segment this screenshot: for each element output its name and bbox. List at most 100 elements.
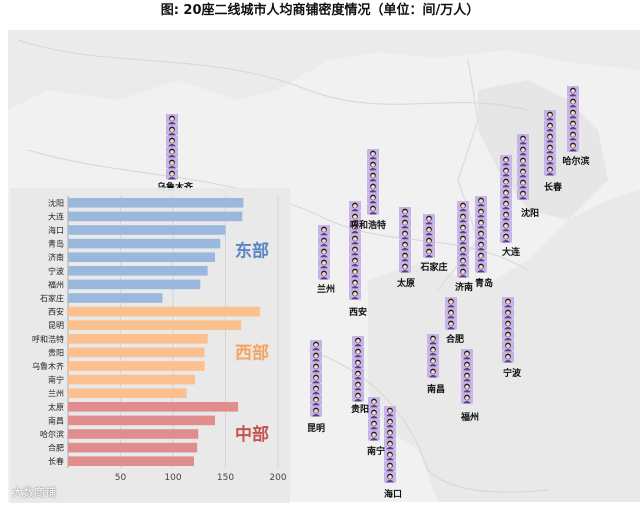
pictogram-columns (166, 86, 579, 483)
person-icon (384, 472, 396, 483)
person-icon (384, 417, 396, 428)
person-icon (349, 212, 361, 223)
person-icon (166, 158, 178, 169)
person-icon (475, 229, 487, 240)
person-icon (475, 251, 487, 262)
person-icon (310, 373, 322, 384)
person-icon (384, 461, 396, 472)
pictogram-column-12 (310, 340, 322, 417)
person-icon (461, 349, 473, 360)
person-icon (502, 330, 514, 341)
person-icon (166, 169, 178, 180)
pictogram-column-3 (349, 201, 361, 300)
person-icon (310, 340, 322, 351)
bar-16 (68, 415, 215, 426)
person-icon (457, 245, 469, 256)
city-label-10: 长春 (544, 181, 563, 193)
person-icon (384, 406, 396, 417)
city-label-3: 西安 (349, 306, 367, 318)
person-icon (310, 395, 322, 406)
person-icon (349, 234, 361, 245)
category-label-12: 乌鲁木齐 (32, 361, 64, 371)
person-icon (352, 336, 364, 347)
city-label-1: 兰州 (317, 283, 335, 295)
person-icon (427, 334, 439, 345)
person-icon (352, 347, 364, 358)
person-icon (502, 308, 514, 319)
person-icon (445, 308, 457, 319)
person-icon (461, 382, 473, 393)
person-icon (475, 262, 487, 273)
person-icon (367, 160, 379, 171)
bar-9 (68, 320, 242, 330)
person-icon (367, 193, 379, 204)
person-icon (567, 141, 579, 152)
pictogram-column-19 (502, 297, 514, 363)
person-icon (567, 97, 579, 108)
person-icon (544, 121, 556, 132)
chart-title: 图: 20座二线城市人均商铺密度情况（单位：间/万人） (160, 3, 480, 18)
bar-12 (68, 361, 205, 371)
person-icon (567, 119, 579, 130)
person-icon (427, 367, 439, 378)
person-icon (318, 236, 330, 247)
bar-7 (68, 293, 163, 303)
person-icon (427, 345, 439, 356)
person-icon (567, 130, 579, 141)
x-tick-label-1: 100 (164, 473, 181, 483)
bar-19 (68, 456, 194, 466)
person-icon (517, 156, 529, 167)
person-icon (461, 393, 473, 404)
region-label-1: 西部 (235, 342, 269, 363)
person-icon (544, 110, 556, 121)
person-icon (567, 86, 579, 97)
pictogram-column-14 (368, 397, 380, 441)
pictogram-column-1 (318, 225, 330, 280)
person-icon (461, 371, 473, 382)
person-icon (500, 188, 512, 199)
pictogram-column-16 (445, 297, 457, 330)
bar-1 (68, 211, 243, 222)
category-label-16: 南昌 (48, 415, 64, 425)
person-icon (475, 240, 487, 251)
person-icon (544, 143, 556, 154)
person-icon (367, 204, 379, 215)
city-label-9: 沈阳 (521, 207, 539, 219)
pictogram-column-18 (461, 349, 473, 404)
person-icon (457, 267, 469, 278)
person-icon (544, 132, 556, 143)
pictogram-column-13 (352, 336, 364, 402)
person-icon (457, 223, 469, 234)
pictogram-column-11 (567, 86, 579, 152)
bar-2 (68, 225, 226, 235)
pictogram-column-7 (475, 196, 487, 273)
bar-11 (68, 347, 205, 358)
pictogram-column-9 (517, 134, 529, 200)
x-tick-label-2: 150 (217, 473, 234, 483)
pictogram-column-5 (423, 214, 435, 258)
category-label-17: 哈尔滨 (40, 429, 64, 439)
person-icon (457, 234, 469, 245)
bar-3 (68, 238, 221, 249)
person-icon (399, 240, 411, 251)
person-icon (399, 218, 411, 229)
person-icon (318, 258, 330, 269)
city-label-11: 哈尔滨 (562, 155, 589, 167)
person-icon (517, 178, 529, 189)
person-icon (349, 278, 361, 289)
person-icon (544, 165, 556, 176)
category-label-18: 合肥 (48, 443, 64, 453)
person-icon (457, 201, 469, 212)
category-label-15: 太原 (48, 402, 64, 412)
category-label-13: 南宁 (48, 375, 64, 385)
person-icon (349, 289, 361, 300)
city-label-12: 昆明 (307, 423, 325, 434)
person-icon (502, 352, 514, 363)
person-icon (517, 167, 529, 178)
person-icon (500, 177, 512, 188)
pictogram-column-4 (399, 207, 411, 273)
bar-0 (68, 198, 244, 208)
category-label-11: 贵阳 (48, 347, 64, 357)
bar-chart-panel: 50 100 150 200 沈阳 大连 海口 青岛 济南 宁波 福州 石家庄 西安 昆明 呼和浩特 贵阳 乌鲁… (10, 188, 290, 503)
person-icon (399, 229, 411, 240)
